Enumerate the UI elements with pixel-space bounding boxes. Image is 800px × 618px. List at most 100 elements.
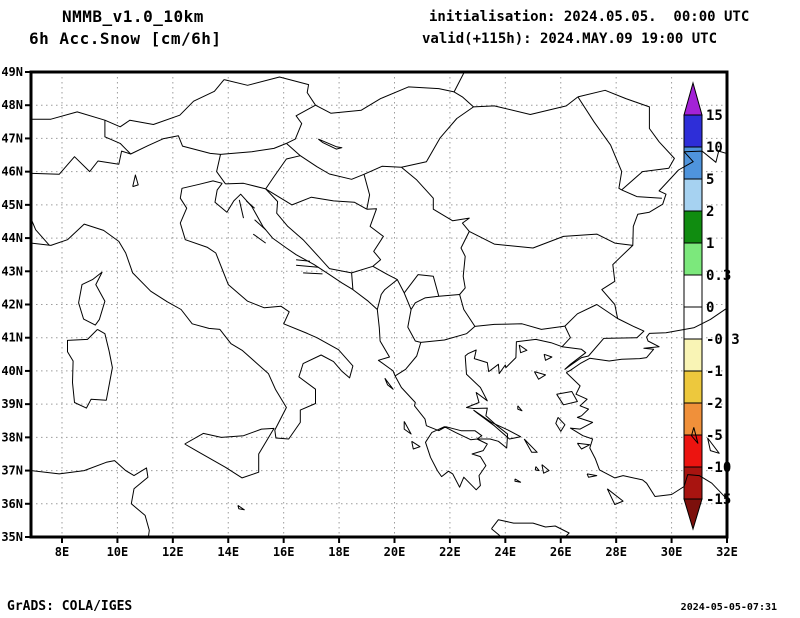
lat-label: 44N xyxy=(1,231,23,245)
colorbar-label: -2 xyxy=(706,396,723,412)
lon-label: 12E xyxy=(162,545,184,559)
lon-label: 10E xyxy=(107,545,129,559)
lon-label: 30E xyxy=(661,545,683,559)
coastline xyxy=(523,438,538,453)
colorbar-segment xyxy=(683,370,703,404)
coastline xyxy=(606,488,624,505)
lon-label: 22E xyxy=(439,545,461,559)
coastline xyxy=(541,464,550,474)
lon-label: 8E xyxy=(55,545,69,559)
border-line xyxy=(420,326,476,343)
map-frame xyxy=(29,70,729,539)
border-line xyxy=(459,294,476,327)
border-line xyxy=(216,154,226,185)
border-line xyxy=(453,91,474,108)
lat-label: 39N xyxy=(1,397,23,411)
colorbar-label: 5 xyxy=(706,172,714,188)
coastline xyxy=(518,344,528,354)
border-line xyxy=(577,96,623,191)
coastline xyxy=(411,440,421,450)
coastline xyxy=(237,504,245,511)
colorbar-arrow-top xyxy=(683,81,703,116)
border-line xyxy=(363,165,402,175)
lon-label: 24E xyxy=(494,545,516,559)
border-line xyxy=(315,86,455,114)
border-line xyxy=(104,120,132,155)
lon-label: 28E xyxy=(605,545,627,559)
border-line xyxy=(32,79,225,128)
colorbar-segment xyxy=(683,466,703,500)
border-line xyxy=(577,89,675,191)
coastline xyxy=(576,442,591,450)
colorbar-segment xyxy=(683,306,703,340)
lon-label: 16E xyxy=(273,545,295,559)
colorbar-label: 1 xyxy=(706,236,714,252)
border-line xyxy=(286,143,301,157)
grid-lines xyxy=(31,72,727,537)
colorbar-segment xyxy=(683,434,703,468)
lon-label: 14E xyxy=(217,545,239,559)
border-line xyxy=(401,166,470,232)
geography xyxy=(32,73,726,536)
border-line xyxy=(564,304,618,327)
colorbar-label: 10 xyxy=(706,140,723,156)
coastline xyxy=(534,466,540,472)
coastline xyxy=(32,460,150,536)
lat-label: 35N xyxy=(1,530,23,544)
border-line xyxy=(366,208,384,267)
colorbar-label: -5 xyxy=(706,428,723,444)
border-line xyxy=(265,188,368,210)
coastline xyxy=(543,353,553,361)
border-line xyxy=(223,76,316,106)
colorbar-label: 2 xyxy=(706,204,714,220)
colorbar-label: -15 xyxy=(706,492,731,508)
coastline xyxy=(403,421,412,435)
colorbar-label: 0 xyxy=(706,300,714,316)
coastline xyxy=(565,372,726,499)
coastline xyxy=(317,138,343,150)
border-line xyxy=(286,104,316,144)
colorbar-segment xyxy=(683,210,703,244)
coastline xyxy=(384,377,394,390)
border-line xyxy=(376,279,398,310)
lat-label: 37N xyxy=(1,464,23,478)
colorbar-label: -10 xyxy=(706,460,731,476)
plot-timestamp: 2024-05-05-07:31 xyxy=(680,602,777,613)
coastline xyxy=(214,150,726,491)
border-line xyxy=(410,294,460,310)
lon-label: 20E xyxy=(384,545,406,559)
coastline xyxy=(556,391,578,406)
coastline xyxy=(514,478,522,483)
coastline xyxy=(238,199,244,219)
colorbar-arrow-bottom xyxy=(683,498,703,531)
axis-ticks xyxy=(25,71,728,543)
coastline xyxy=(586,473,598,478)
lon-label: 18E xyxy=(328,545,350,559)
coastline xyxy=(245,200,255,209)
border-line xyxy=(300,155,365,180)
colorbar-segment xyxy=(683,274,703,308)
border-line xyxy=(351,265,374,274)
coastline xyxy=(32,180,354,440)
border-line xyxy=(473,96,579,115)
coastline xyxy=(533,371,546,380)
colorbar: 15 10 5 2 1 0.3 0 -0.3 -1 -2 -5 -10 -15 xyxy=(683,81,740,531)
lat-label: 40N xyxy=(1,364,23,378)
lat-label: 49N xyxy=(1,65,23,79)
axis-labels: 8E 10E 12E 14E 16E 18E 20E 22E 24E 26E 28E 30E 32E 49… xyxy=(1,65,738,559)
valid-time-label: valid(+115h): 2024.MAY.09 19:00 UTC xyxy=(422,31,718,47)
lat-label: 47N xyxy=(1,131,23,145)
colorbar-segment xyxy=(683,178,703,212)
colorbar-segment xyxy=(683,114,703,148)
border-line xyxy=(474,323,565,330)
colorbar-label: 15 xyxy=(706,108,723,124)
coastline xyxy=(555,417,566,432)
init-time-label: initialisation: 2024.05.05. 00:00 UTC xyxy=(429,9,750,25)
colorbar-segment xyxy=(683,338,703,372)
lat-label: 46N xyxy=(1,165,23,179)
colorbar-segment xyxy=(683,242,703,276)
coastline xyxy=(132,174,139,188)
border-line xyxy=(561,325,571,348)
